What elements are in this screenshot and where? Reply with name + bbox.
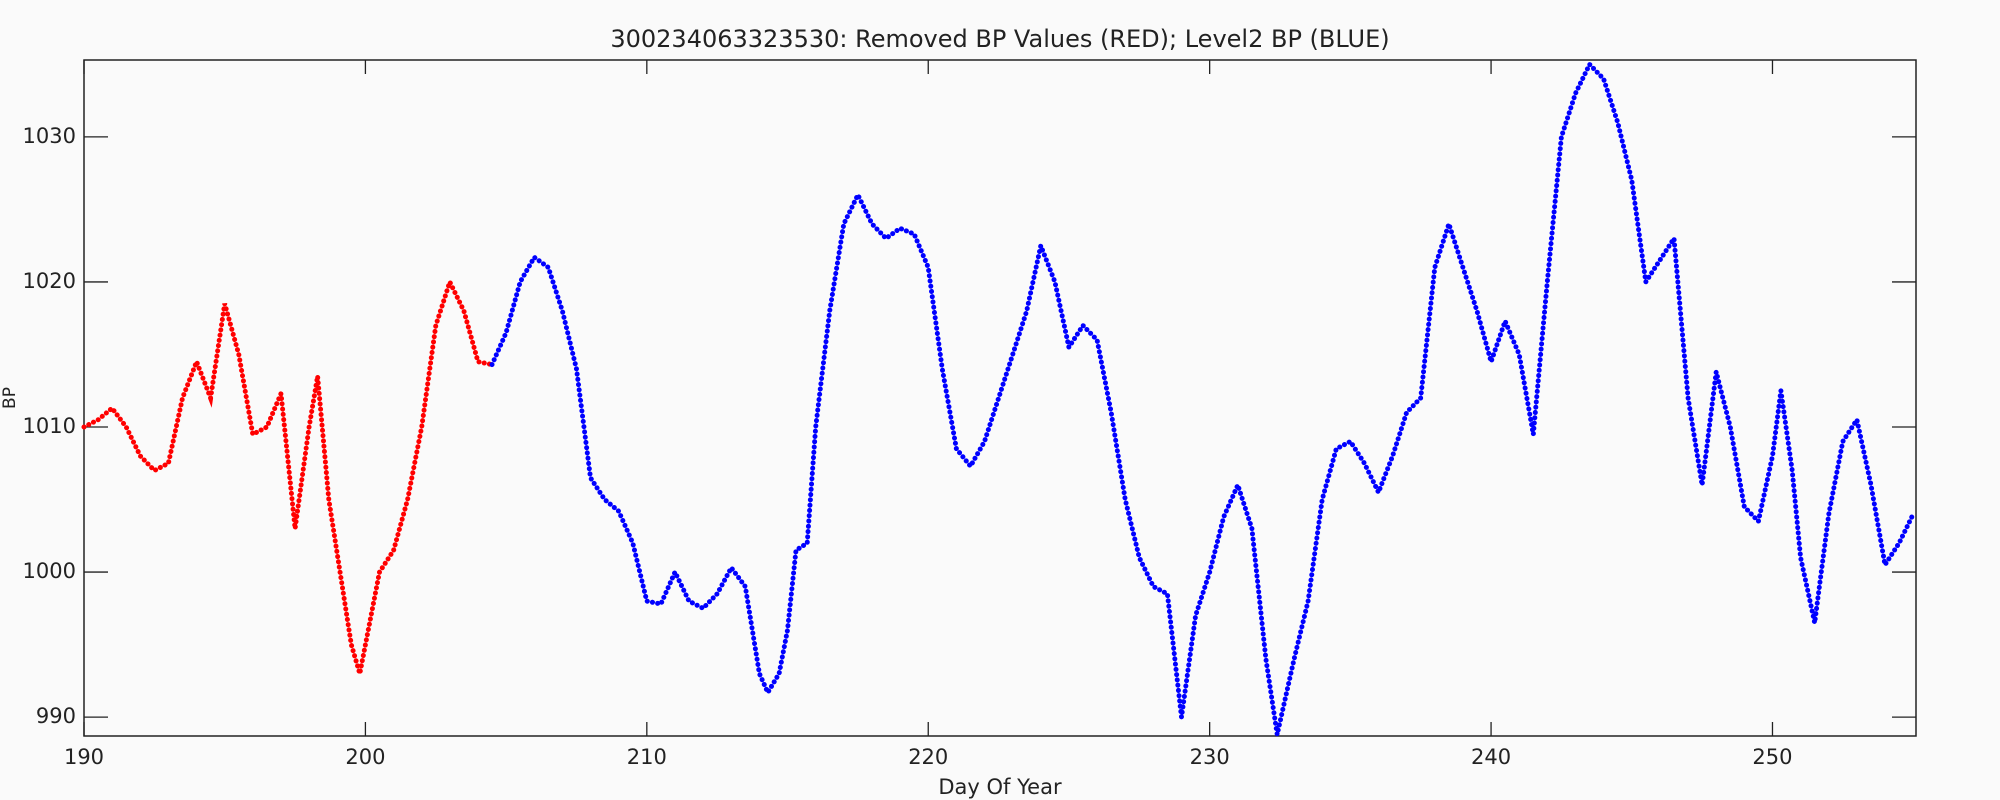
x-tick-label: 200 bbox=[345, 745, 385, 769]
y-tick-label: 990 bbox=[36, 704, 76, 728]
x-tick-label: 230 bbox=[1190, 745, 1230, 769]
x-tick-label: 210 bbox=[627, 745, 667, 769]
data-line bbox=[489, 60, 1916, 736]
y-tick-label: 1010 bbox=[23, 414, 76, 438]
x-tick-label: 190 bbox=[64, 745, 104, 769]
chart-title: 300234063323530: Removed BP Values (RED)… bbox=[610, 25, 1389, 53]
x-tick-label: 220 bbox=[908, 745, 948, 769]
x-tick-label: 240 bbox=[1471, 745, 1511, 769]
y-tick-label: 1000 bbox=[23, 559, 76, 583]
y-tick-label: 1020 bbox=[23, 269, 76, 293]
x-tick-label: 250 bbox=[1752, 745, 1792, 769]
y-tick-label: 1030 bbox=[23, 124, 76, 148]
data-line bbox=[81, 275, 495, 675]
x-axis-label: Day Of Year bbox=[938, 775, 1062, 799]
plot-frame bbox=[83, 59, 1917, 737]
y-axis-label: BP bbox=[0, 387, 20, 409]
